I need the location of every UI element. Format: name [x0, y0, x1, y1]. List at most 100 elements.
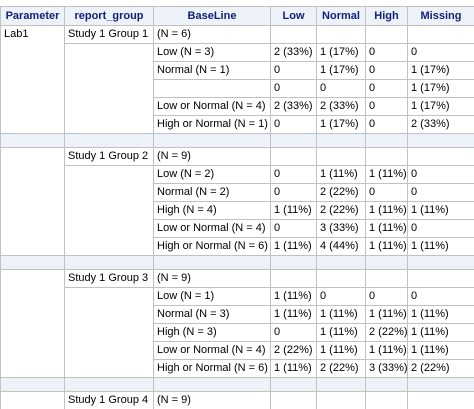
- table-row: Low or Normal (N = 4) 0 3 (33%) 1 (11%) 0: [1, 219, 474, 238]
- table-row: High (N = 4) 1 (11%) 2 (22%) 1 (11%) 1 (11%): [1, 201, 474, 220]
- column-header-normal: Normal: [316, 6, 366, 26]
- header-row: Parameter report_group BaseLine Low Norm…: [0, 6, 474, 26]
- normal-cell: 2 (33%): [316, 97, 366, 116]
- high-cell: 0: [365, 183, 408, 202]
- normal-cell: 0: [316, 287, 366, 306]
- separator-cell: [270, 133, 317, 148]
- baseline-cell: [153, 79, 271, 98]
- normal-cell: 3 (33%): [316, 219, 366, 238]
- group-separator-row: [0, 377, 474, 392]
- column-header-report-group: report_group: [64, 6, 154, 26]
- separator-cell: [407, 255, 474, 270]
- column-header-high: High: [365, 6, 408, 26]
- baseline-cell: Low or Normal (N = 4): [153, 341, 271, 360]
- table-row: Low (N = 2) 0 1 (11%) 1 (11%) 0: [1, 165, 474, 256]
- high-cell: 0: [365, 43, 408, 62]
- high-cell: [365, 391, 408, 409]
- high-cell: 0: [365, 61, 408, 80]
- baseline-cell: Normal (N = 2): [153, 183, 271, 202]
- separator-cell: [270, 377, 317, 392]
- normal-cell: 1 (17%): [316, 43, 366, 62]
- low-cell: 1 (11%): [270, 237, 317, 256]
- separator-cell: [270, 255, 317, 270]
- missing-cell: 1 (11%): [407, 341, 474, 360]
- normal-cell: [316, 269, 366, 288]
- high-cell: [365, 147, 408, 166]
- high-cell: [365, 269, 408, 288]
- low-cell: 1 (11%): [270, 201, 317, 220]
- baseline-cell: High or Normal (N = 6): [153, 237, 271, 256]
- baseline-cell: High or Normal (N = 6): [153, 359, 271, 378]
- low-cell: 0: [270, 219, 317, 238]
- missing-cell: 1 (11%): [407, 201, 474, 220]
- normal-cell: 2 (22%): [316, 183, 366, 202]
- low-cell: [270, 147, 317, 166]
- high-cell: [365, 25, 408, 44]
- group-separator-row: [0, 255, 474, 270]
- table-row: High or Normal (N = 6) 1 (11%) 4 (44%) 1 (1…: [1, 237, 474, 256]
- baseline-cell: (N = 6): [153, 25, 271, 44]
- table-row: Low or Normal (N = 4) 2 (33%) 2 (33%) 0 1 (1…: [1, 97, 474, 116]
- column-header-missing: Missing: [407, 6, 474, 26]
- report-group-empty-cell: [64, 165, 154, 256]
- column-header-baseline: BaseLine: [153, 6, 271, 26]
- table-row: High or Normal (N = 1) 0 1 (17%) 0 2 (33%): [1, 115, 474, 134]
- baseline-cell: High (N = 3): [153, 323, 271, 342]
- low-cell: 2 (33%): [270, 97, 317, 116]
- normal-cell: 1 (17%): [316, 115, 366, 134]
- report-group-empty-cell: [64, 287, 154, 378]
- baseline-cell: Low (N = 2): [153, 165, 271, 184]
- baseline-cell: High (N = 4): [153, 201, 271, 220]
- separator-cell: [407, 133, 474, 148]
- group-separator-row: [0, 133, 474, 148]
- table-row: Lab1 Study 1 Group 1 (N = 6): [0, 25, 474, 134]
- separator-cell: [365, 377, 408, 392]
- low-cell: 0: [270, 183, 317, 202]
- table-row: Low (N = 1) 1 (11%) 0 0 0: [1, 287, 474, 378]
- shift-table: Parameter report_group BaseLine Low Norm…: [0, 6, 474, 409]
- separator-cell: [64, 255, 154, 270]
- missing-cell: 0: [407, 165, 474, 184]
- normal-cell: [316, 147, 366, 166]
- table-body: Lab1 Study 1 Group 1 (N = 6) Low (N = 3) 2 (…: [0, 25, 474, 409]
- missing-cell: 1 (17%): [407, 61, 474, 80]
- low-cell: 2 (22%): [270, 341, 317, 360]
- missing-cell: [407, 25, 474, 44]
- high-cell: 0: [365, 115, 408, 134]
- table-row: Study 1 Group 2 (N = 9): [0, 147, 474, 256]
- normal-cell: [316, 25, 366, 44]
- missing-cell: 0: [407, 183, 474, 202]
- table-row: Low (N = 3) 2 (33%) 1 (17%) 0 0: [1, 43, 474, 134]
- baseline-cell: High or Normal (N = 1): [153, 115, 271, 134]
- separator-cell: [0, 133, 65, 148]
- separator-cell: [0, 377, 65, 392]
- high-cell: 0: [365, 79, 408, 98]
- low-cell: [270, 269, 317, 288]
- missing-cell: 1 (11%): [407, 323, 474, 342]
- high-cell: 1 (11%): [365, 165, 408, 184]
- low-cell: 2 (33%): [270, 43, 317, 62]
- separator-cell: [153, 133, 271, 148]
- table-row-partial: Study 1 Group 4 (N = 9): [0, 391, 474, 409]
- missing-cell: 1 (17%): [407, 79, 474, 98]
- normal-cell: [316, 391, 366, 409]
- high-cell: 0: [365, 287, 408, 306]
- baseline-cell: (N = 9): [153, 391, 271, 409]
- high-cell: 1 (11%): [365, 219, 408, 238]
- normal-cell: 2 (22%): [316, 201, 366, 220]
- parameter-cell: Lab1: [0, 25, 65, 134]
- high-cell: 1 (11%): [365, 341, 408, 360]
- low-cell: 0: [270, 323, 317, 342]
- high-cell: 1 (11%): [365, 305, 408, 324]
- column-header-parameter: Parameter: [0, 6, 65, 26]
- missing-cell: 2 (22%): [407, 359, 474, 378]
- separator-cell: [365, 133, 408, 148]
- separator-cell: [153, 377, 271, 392]
- separator-cell: [64, 133, 154, 148]
- high-cell: 1 (11%): [365, 237, 408, 256]
- high-cell: 1 (11%): [365, 201, 408, 220]
- normal-cell: 1 (11%): [316, 165, 366, 184]
- baseline-cell: Normal (N = 3): [153, 305, 271, 324]
